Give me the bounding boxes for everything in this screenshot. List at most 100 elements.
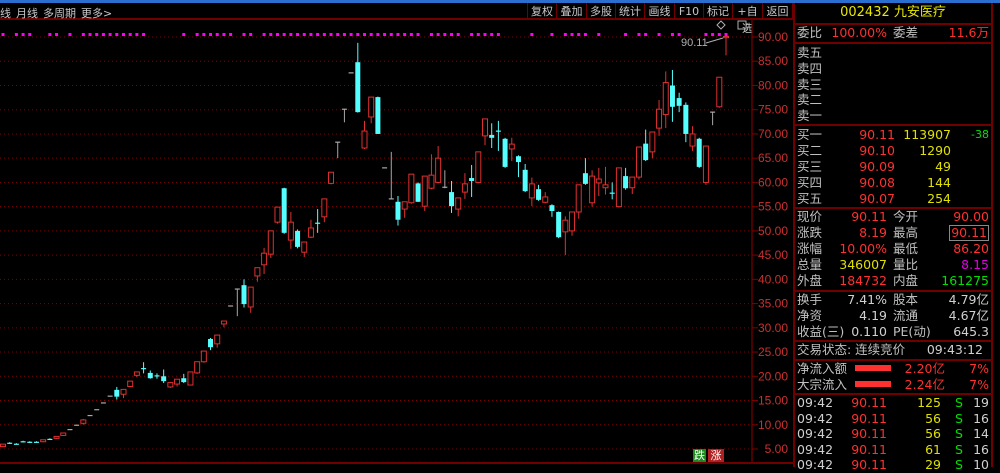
candle-body bbox=[368, 96, 375, 118]
weicha-value: 11.6万 bbox=[948, 25, 989, 40]
tab-period-partial[interactable]: 线 bbox=[0, 7, 11, 20]
candle bbox=[575, 184, 582, 219]
multi-stock-button[interactable]: 多股 bbox=[586, 3, 615, 20]
quote-label-2: 内盘 bbox=[893, 273, 919, 288]
buy-level-volume: 144 bbox=[927, 175, 951, 190]
overlay-button[interactable]: 叠加 bbox=[556, 3, 586, 20]
fundamental-value: 0.110 bbox=[851, 324, 887, 339]
quote-label: 外盘 bbox=[797, 273, 823, 288]
candle-body bbox=[643, 143, 649, 161]
candlestick-chart[interactable]: 90.00 85.00 80.00 75.00 70.00 65.00 60.00 55.00… bbox=[0, 0, 793, 467]
flow-percent: 7% bbox=[969, 361, 989, 376]
signal-marker bbox=[296, 33, 300, 36]
panel-toggle-icon[interactable] bbox=[737, 20, 747, 30]
signal-marker bbox=[55, 33, 59, 36]
back-button[interactable]: 返回 bbox=[762, 3, 793, 20]
candle bbox=[208, 337, 214, 351]
signal-marker bbox=[369, 33, 373, 36]
candle bbox=[428, 154, 435, 190]
draw-line-button[interactable]: 画线 bbox=[644, 3, 674, 20]
candle-body bbox=[200, 350, 207, 363]
sell-level-label: 卖二 bbox=[797, 92, 823, 108]
candle-body bbox=[696, 138, 702, 167]
weicha-label: 委差 bbox=[893, 25, 919, 40]
signal-marker bbox=[108, 33, 112, 36]
candle-body bbox=[689, 133, 696, 147]
signal-marker bbox=[249, 33, 253, 36]
tick-time: 09:42 bbox=[797, 395, 834, 410]
candle bbox=[20, 440, 26, 443]
candle bbox=[442, 170, 448, 189]
signal-marker bbox=[28, 33, 32, 36]
quote-label: 总量 bbox=[797, 257, 823, 272]
mark-button[interactable]: 标记 bbox=[703, 3, 732, 20]
candle bbox=[435, 146, 442, 184]
candle-body bbox=[67, 429, 73, 431]
y-tick-label: 70.00 bbox=[758, 127, 788, 141]
tick-price: 90.11 bbox=[851, 426, 887, 442]
candle bbox=[274, 206, 281, 224]
tick-time: 09:42 bbox=[797, 410, 834, 426]
adjust-rights-button[interactable]: 复权 bbox=[527, 3, 556, 20]
candle bbox=[469, 164, 475, 197]
candle-body bbox=[475, 151, 482, 183]
tick-volume: 125 bbox=[917, 395, 941, 410]
signal-marker bbox=[530, 33, 534, 36]
signal-marker bbox=[349, 33, 353, 36]
candle-body bbox=[421, 175, 428, 207]
candle bbox=[328, 171, 335, 185]
signal-marker bbox=[677, 33, 681, 36]
signal-marker bbox=[490, 33, 494, 36]
signal-marker bbox=[583, 33, 587, 36]
down-limit-badge[interactable]: 跌 bbox=[693, 449, 706, 463]
candle-body bbox=[361, 130, 368, 149]
tab-more[interactable]: 更多> bbox=[81, 7, 113, 20]
candle-body bbox=[702, 145, 709, 183]
statistics-button[interactable]: 统计 bbox=[615, 3, 644, 20]
candle bbox=[455, 197, 462, 217]
tab-monthly[interactable]: 月线 bbox=[16, 7, 38, 20]
last-price-annotation: 90.11 bbox=[681, 37, 708, 49]
candle-body bbox=[53, 435, 60, 439]
candle-body bbox=[127, 380, 134, 387]
signal-marker bbox=[21, 33, 25, 36]
candle-body bbox=[528, 183, 535, 199]
candle-body bbox=[589, 175, 596, 204]
candle-body bbox=[33, 441, 39, 443]
candle bbox=[141, 362, 147, 374]
signal-marker bbox=[229, 33, 233, 36]
candle-body bbox=[287, 221, 294, 241]
tick-count: 16 bbox=[973, 441, 989, 457]
candle bbox=[307, 219, 314, 239]
candle bbox=[649, 131, 656, 159]
signal-marker bbox=[329, 33, 333, 36]
candle bbox=[461, 173, 468, 199]
candle bbox=[194, 361, 201, 374]
f10-button[interactable]: F10 bbox=[674, 3, 703, 20]
candle-body bbox=[154, 375, 160, 377]
candle bbox=[161, 369, 167, 384]
add-watchlist-button[interactable]: +自选 bbox=[732, 3, 762, 35]
tick-row: 09:42 90.11 29 S 10 bbox=[795, 457, 991, 473]
diamond-icon[interactable] bbox=[716, 20, 726, 30]
y-tick-label: 55.00 bbox=[758, 200, 788, 214]
signal-marker bbox=[429, 33, 433, 36]
signal-marker bbox=[389, 33, 393, 36]
up-limit-badge[interactable]: 涨 bbox=[708, 449, 724, 463]
y-tick-label: 35.00 bbox=[758, 297, 788, 311]
candle bbox=[623, 167, 629, 190]
tab-multi-period[interactable]: 多周期 bbox=[43, 7, 76, 20]
candle-body bbox=[502, 138, 508, 167]
buy-level-row: 买一 90.11 113907 -38 bbox=[795, 127, 991, 143]
y-tick-label: 15.00 bbox=[758, 394, 788, 408]
signal-marker bbox=[195, 33, 199, 36]
candle bbox=[100, 402, 106, 404]
buy-level-label: 买四 bbox=[797, 175, 823, 190]
candle bbox=[0, 443, 6, 448]
tick-price: 90.11 bbox=[851, 410, 887, 426]
candle-body bbox=[74, 424, 80, 426]
candle-body bbox=[147, 372, 153, 379]
candle bbox=[475, 151, 482, 184]
signal-marker bbox=[122, 33, 125, 36]
candle-body bbox=[482, 118, 488, 137]
